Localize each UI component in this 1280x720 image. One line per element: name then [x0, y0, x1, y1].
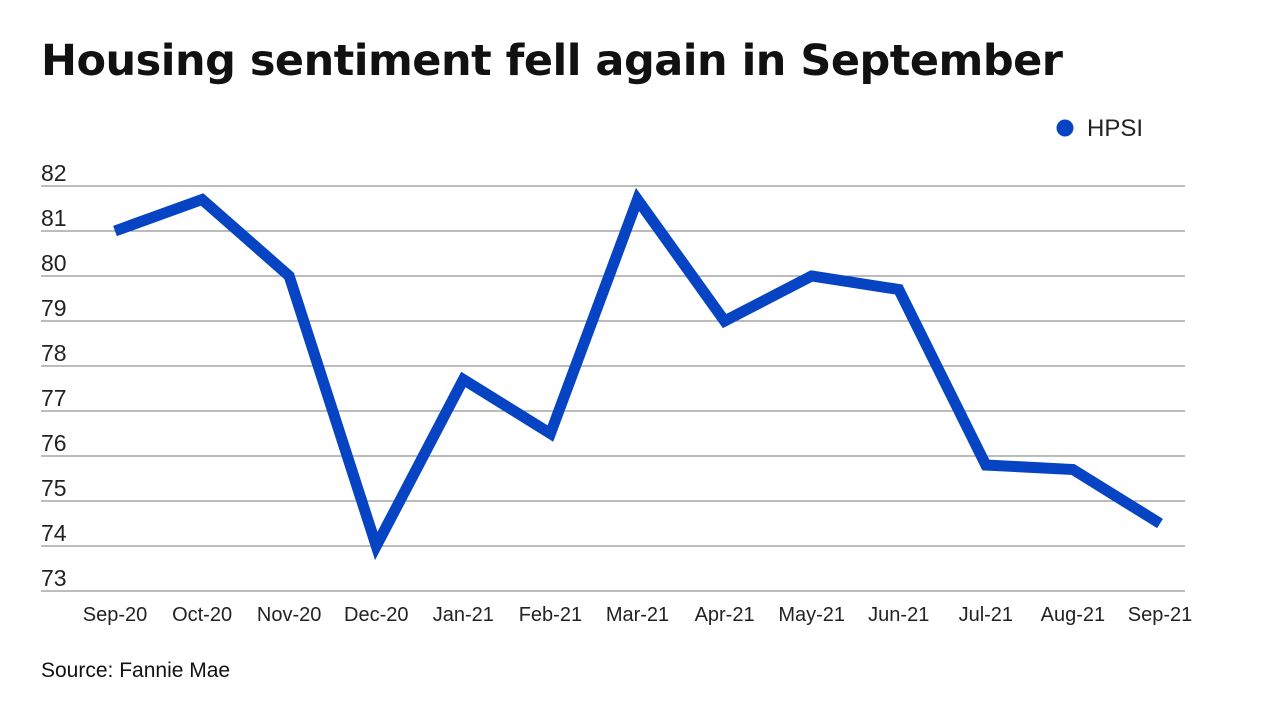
y-tick-label: 81 — [41, 205, 67, 231]
x-axis-ticks: Sep-20 Oct-20 Nov-20 Dec-20 Jan-21 Feb-21 Mar-… — [83, 604, 1193, 626]
x-tick-label: Mar-21 — [606, 604, 669, 626]
x-tick-label: May-21 — [778, 604, 845, 626]
x-tick-label: Oct-20 — [172, 604, 232, 626]
x-tick-label: Aug-21 — [1041, 604, 1106, 626]
x-tick-label: Jun-21 — [868, 604, 929, 626]
x-tick-label: Nov-20 — [257, 604, 321, 626]
y-tick-label: 79 — [41, 295, 67, 321]
y-axis-ticks: 73 74 75 76 77 78 79 80 81 82 — [41, 160, 67, 591]
legend: HPSI — [1056, 115, 1143, 142]
gridlines — [41, 185, 1185, 592]
x-tick-label: Feb-21 — [519, 604, 582, 626]
x-tick-label: Sep-20 — [83, 604, 148, 626]
legend-marker — [1056, 119, 1074, 137]
legend-label: HPSI — [1087, 115, 1143, 142]
y-tick-label: 75 — [41, 475, 67, 501]
y-tick-label: 82 — [41, 160, 67, 186]
x-tick-label: Dec-20 — [344, 604, 408, 626]
x-tick-label: Apr-21 — [695, 604, 755, 626]
series-group — [113, 187, 1163, 561]
y-tick-label: 77 — [41, 385, 67, 411]
y-tick-label: 78 — [41, 340, 67, 366]
x-tick-label: Jul-21 — [959, 604, 1013, 626]
x-tick-label: Jan-21 — [433, 604, 494, 626]
series-line — [113, 187, 1163, 561]
y-tick-label: 80 — [41, 250, 67, 276]
y-tick-label: 73 — [41, 565, 67, 591]
y-tick-label: 76 — [41, 430, 67, 456]
chart-title: Housing sentiment fell again in Septembe… — [41, 36, 1063, 86]
x-tick-label: Sep-21 — [1128, 604, 1193, 626]
source-note: Source: Fannie Mae — [41, 659, 231, 682]
y-tick-label: 74 — [41, 520, 67, 546]
